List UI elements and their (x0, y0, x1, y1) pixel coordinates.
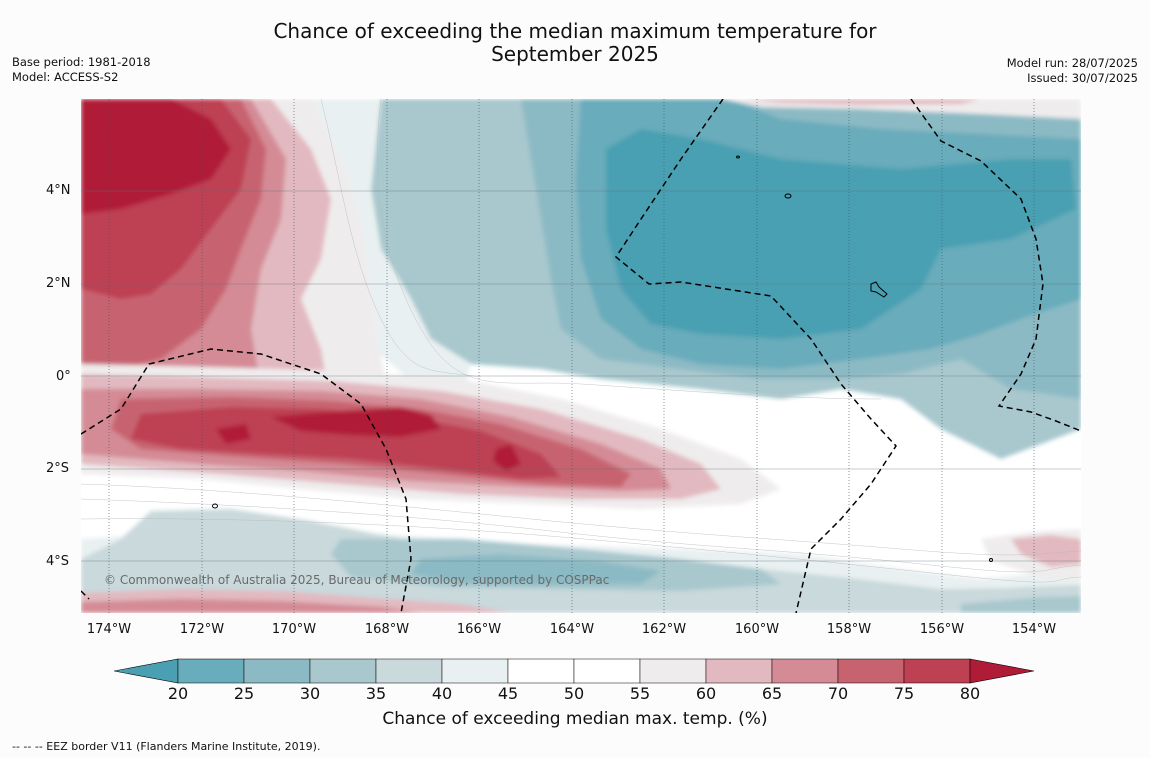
colorbar-extend-low (114, 658, 179, 684)
lon-label-154w: 154°W (1011, 622, 1057, 637)
contour-20-east (606, 129, 1076, 339)
colorbar-tick-65: 65 (761, 684, 783, 703)
eez-border-central (615, 99, 897, 613)
contour-30-southeast (961, 596, 1081, 613)
lon-label-170w: 170°W (271, 622, 317, 637)
colorbar-tick-40: 40 (431, 684, 453, 703)
contour-65-east-patch (1011, 535, 1081, 567)
contour-25-south (411, 554, 661, 585)
contour-over80-northwest (81, 99, 231, 214)
eez-borders (81, 99, 1081, 613)
contour-70-bottom (81, 599, 421, 613)
colorbar-tick-25: 25 (233, 684, 255, 703)
colorbar-segment (243, 658, 311, 684)
title-line-1: Chance of exceeding the median maximum t… (273, 19, 877, 43)
island-south-2 (989, 558, 993, 562)
lon-label-168w: 168°W (364, 622, 410, 637)
colorbar-tick-70: 70 (827, 684, 849, 703)
colorbar-segment (441, 658, 509, 684)
model-name: Model: ACCESS-S2 (12, 70, 119, 84)
base-period: Base period: 1981-2018 (12, 55, 151, 69)
colorbar-segment (903, 658, 971, 684)
lon-label-172w: 172°W (179, 622, 225, 637)
colorbar-tick-55: 55 (629, 684, 651, 703)
latitude-lines (81, 190, 1081, 562)
colorbar-segment (573, 658, 641, 684)
colorbar-tick-45: 45 (497, 684, 519, 703)
colorbar-segment (837, 658, 905, 684)
colorbar-title: Chance of exceeding median max. temp. (%… (382, 709, 768, 729)
colorbar-segment (507, 658, 575, 684)
lon-label-166w: 166°W (456, 622, 502, 637)
colorbar-segment (705, 658, 773, 684)
eez-border-west (81, 348, 412, 613)
contour-lines (81, 99, 1081, 583)
colorbar (114, 658, 1035, 684)
lon-label-162w: 162°W (641, 622, 687, 637)
island-north (784, 193, 792, 199)
colorbar-segment (771, 658, 839, 684)
islands (212, 155, 993, 562)
contour-60-northeast (721, 99, 1081, 119)
contour-80-south-band (131, 407, 561, 479)
colorbar-tick-80: 80 (959, 684, 981, 703)
colorbar-tick-30: 30 (299, 684, 321, 703)
colorbar-tick-50: 50 (563, 684, 585, 703)
contour-over80-south-band (271, 407, 441, 437)
island-kiritimati (870, 281, 888, 298)
island-small-north (736, 155, 740, 159)
colorbar-segment (375, 658, 443, 684)
colorbar-tick-60: 60 (695, 684, 717, 703)
colorbar-segment (309, 658, 377, 684)
map-title: Chance of exceeding the median maximum t… (0, 20, 1150, 66)
colorbar-tick-35: 35 (365, 684, 387, 703)
contour-fills (81, 99, 1081, 613)
lat-label-2n: 2°N (46, 276, 71, 291)
lat-label-4n: 4°N (46, 183, 71, 198)
lon-label-174w: 174°W (86, 622, 132, 637)
copyright-notice: © Commonwealth of Australia 2025, Bureau… (104, 573, 610, 587)
colorbar-tick-20: 20 (167, 684, 189, 703)
lon-label-164w: 164°W (549, 622, 595, 637)
contour-over80-south-patch (493, 444, 521, 471)
colorbar-extend-high (969, 658, 1035, 684)
contour-65-northeast (741, 99, 981, 105)
lon-label-156w: 156°W (919, 622, 965, 637)
eez-footnote: -- -- -- EEZ border V11 (Flanders Marine… (12, 740, 321, 753)
lat-label-2s: 2°S (46, 461, 70, 476)
colorbar-segment (639, 658, 707, 684)
lat-label-4s: 4°S (46, 554, 70, 569)
title-line-2: September 2025 (491, 42, 659, 66)
probability-map (81, 99, 1081, 613)
colorbar-tick-75: 75 (893, 684, 915, 703)
issued-date: Issued: 30/07/2025 (1027, 71, 1138, 85)
colorbar-segment (177, 658, 245, 684)
lon-label-158w: 158°W (826, 622, 872, 637)
island-south-1 (212, 503, 218, 509)
eez-border-sw (81, 590, 90, 600)
contour-over80-west-patch (216, 424, 251, 444)
lat-label-equator: 0° (56, 369, 71, 384)
lon-label-160w: 160°W (734, 622, 780, 637)
meta-right: Model run: 28/07/2025 Issued: 30/07/2025 (1007, 56, 1138, 86)
meta-left: Base period: 1981-2018 Model: ACCESS-S2 (12, 55, 151, 85)
model-run: Model run: 28/07/2025 (1006, 56, 1138, 70)
